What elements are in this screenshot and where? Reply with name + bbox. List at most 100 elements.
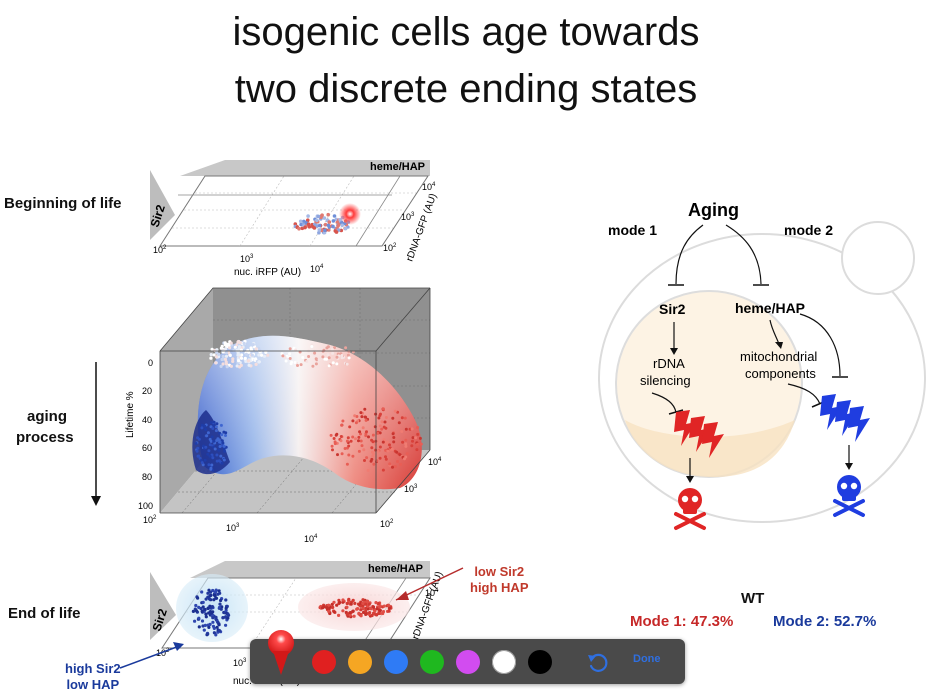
top-cell-dot (340, 223, 345, 228)
mid-cell-dot (339, 439, 343, 443)
bottom-cell-dot (341, 600, 345, 604)
mid-cell-dot (220, 344, 224, 348)
low-sir2-line1: low Sir2 (474, 564, 525, 579)
bottom-cell-dot (373, 608, 377, 613)
mid-cell-dot (242, 341, 246, 346)
mode1-stat: Mode 1: 47.3% (630, 613, 734, 630)
mid-cell-dot (357, 449, 361, 453)
color-swatch-green[interactable] (420, 650, 444, 674)
mid-cell-dot (215, 459, 219, 463)
mid-cell-dot (332, 437, 336, 440)
top-cell-dot (298, 219, 303, 224)
bottom-cell-dot (218, 591, 222, 595)
mid-cell-dot (366, 469, 370, 472)
mid-cell-dot (381, 440, 385, 444)
mid-cell-dot (349, 439, 353, 443)
mid-cell-dot (380, 420, 384, 424)
bottom-cell-dot (387, 606, 391, 611)
bottom-cell-dot (335, 603, 339, 607)
mid-cell-dot (220, 357, 224, 362)
mid-ztick-40: 40 (142, 415, 152, 425)
bottom-cell-dot (214, 596, 219, 600)
mid-cell-dot (262, 354, 267, 358)
bottom-cell-dot (214, 615, 218, 619)
mid-cell-dot (386, 449, 390, 453)
bottom-cell-dot (341, 609, 345, 613)
bottom-cell-dot (364, 612, 368, 617)
color-swatch-white[interactable] (492, 650, 516, 674)
bottom-cell-dot (207, 597, 212, 601)
mid-cell-trajectories (194, 339, 423, 472)
mid-cell-dot (357, 439, 360, 443)
color-swatch-black[interactable] (528, 650, 552, 674)
mid-cell-dot (403, 457, 406, 461)
mito-line2: components (745, 366, 816, 381)
red-lightning-icon (674, 410, 724, 458)
mid-cell-dot (209, 439, 213, 443)
mid-cell-dot (219, 423, 223, 427)
bottom-sir2-label: Sir2 (150, 607, 170, 633)
bottom-cell-dot (200, 619, 205, 623)
mid-cell-dot (363, 415, 367, 419)
bottom-cell-dot (364, 609, 368, 613)
mid-cell-dot (281, 354, 285, 358)
mid-cell-dot (200, 461, 204, 465)
bottom-cell-dot (345, 601, 349, 606)
bottom-cell-dot (194, 609, 199, 613)
bottom-cell-clusters (191, 588, 393, 637)
bottom-cell-dot (366, 607, 370, 611)
bottom-cell-dot (219, 598, 223, 603)
mid-cell-dot (214, 425, 218, 429)
mid-cell-dot (313, 351, 317, 355)
mid-cell-dot (335, 362, 339, 366)
color-swatch-orange[interactable] (348, 650, 372, 674)
mid-cell-dot (336, 453, 339, 457)
bottom-cell-dot (357, 611, 361, 615)
label-end-of-life: End of life (8, 605, 81, 622)
mid-cell-dot (418, 436, 422, 440)
low-sir2-line2: high HAP (470, 580, 529, 595)
undo-icon[interactable] (585, 649, 611, 675)
bottom-cell-dot (332, 610, 336, 614)
mid-cell-dot (347, 444, 351, 448)
color-swatch-red[interactable] (312, 650, 336, 674)
bottom-cell-dot (327, 609, 331, 614)
mid-cell-dot (210, 435, 214, 439)
mid-cell-dot (404, 438, 408, 442)
mid-cell-dot (194, 442, 198, 445)
mid-cell-dot (340, 356, 344, 360)
mid-cell-dot (401, 440, 405, 444)
mid-cell-dot (415, 448, 419, 452)
bottom-cell-dot (327, 603, 331, 607)
mid-cell-dot (218, 445, 222, 448)
mid-cell-dot (361, 426, 365, 430)
done-button[interactable]: Done (633, 653, 661, 665)
color-swatch-blue[interactable] (384, 650, 408, 674)
bottom-cell-dot (361, 601, 365, 606)
mid-cell-dot (247, 350, 251, 354)
mid-cell-dot (410, 444, 414, 448)
bottom-cell-dot (369, 606, 373, 611)
mid-cell-dot (222, 458, 226, 462)
bottom-cell-dot (224, 623, 228, 627)
mid-cell-dot (370, 450, 374, 454)
mid-cell-dot (391, 432, 395, 436)
mid-cell-dot (216, 437, 220, 441)
mid-cell-dot (200, 423, 204, 427)
mid-cell-dot (323, 357, 327, 361)
mid-cell-dot (254, 347, 258, 351)
mid-cell-dot (331, 448, 334, 452)
bottom-cell-dot (201, 605, 205, 609)
mid-cell-dot (224, 434, 227, 437)
top-cell-dot (322, 216, 327, 220)
mid-cell-dot (354, 421, 358, 425)
bottom-cell-dot (382, 604, 386, 608)
mid-cell-dot (400, 416, 404, 420)
mito-line1: mitochondrial (740, 349, 817, 364)
color-swatch-purple[interactable] (456, 650, 480, 674)
mid-cell-dot (214, 361, 218, 365)
mid-cell-dot (345, 362, 349, 366)
top-cell-dot (331, 219, 336, 223)
mid-cell-dot (397, 421, 401, 425)
pin-icon[interactable] (264, 629, 298, 681)
